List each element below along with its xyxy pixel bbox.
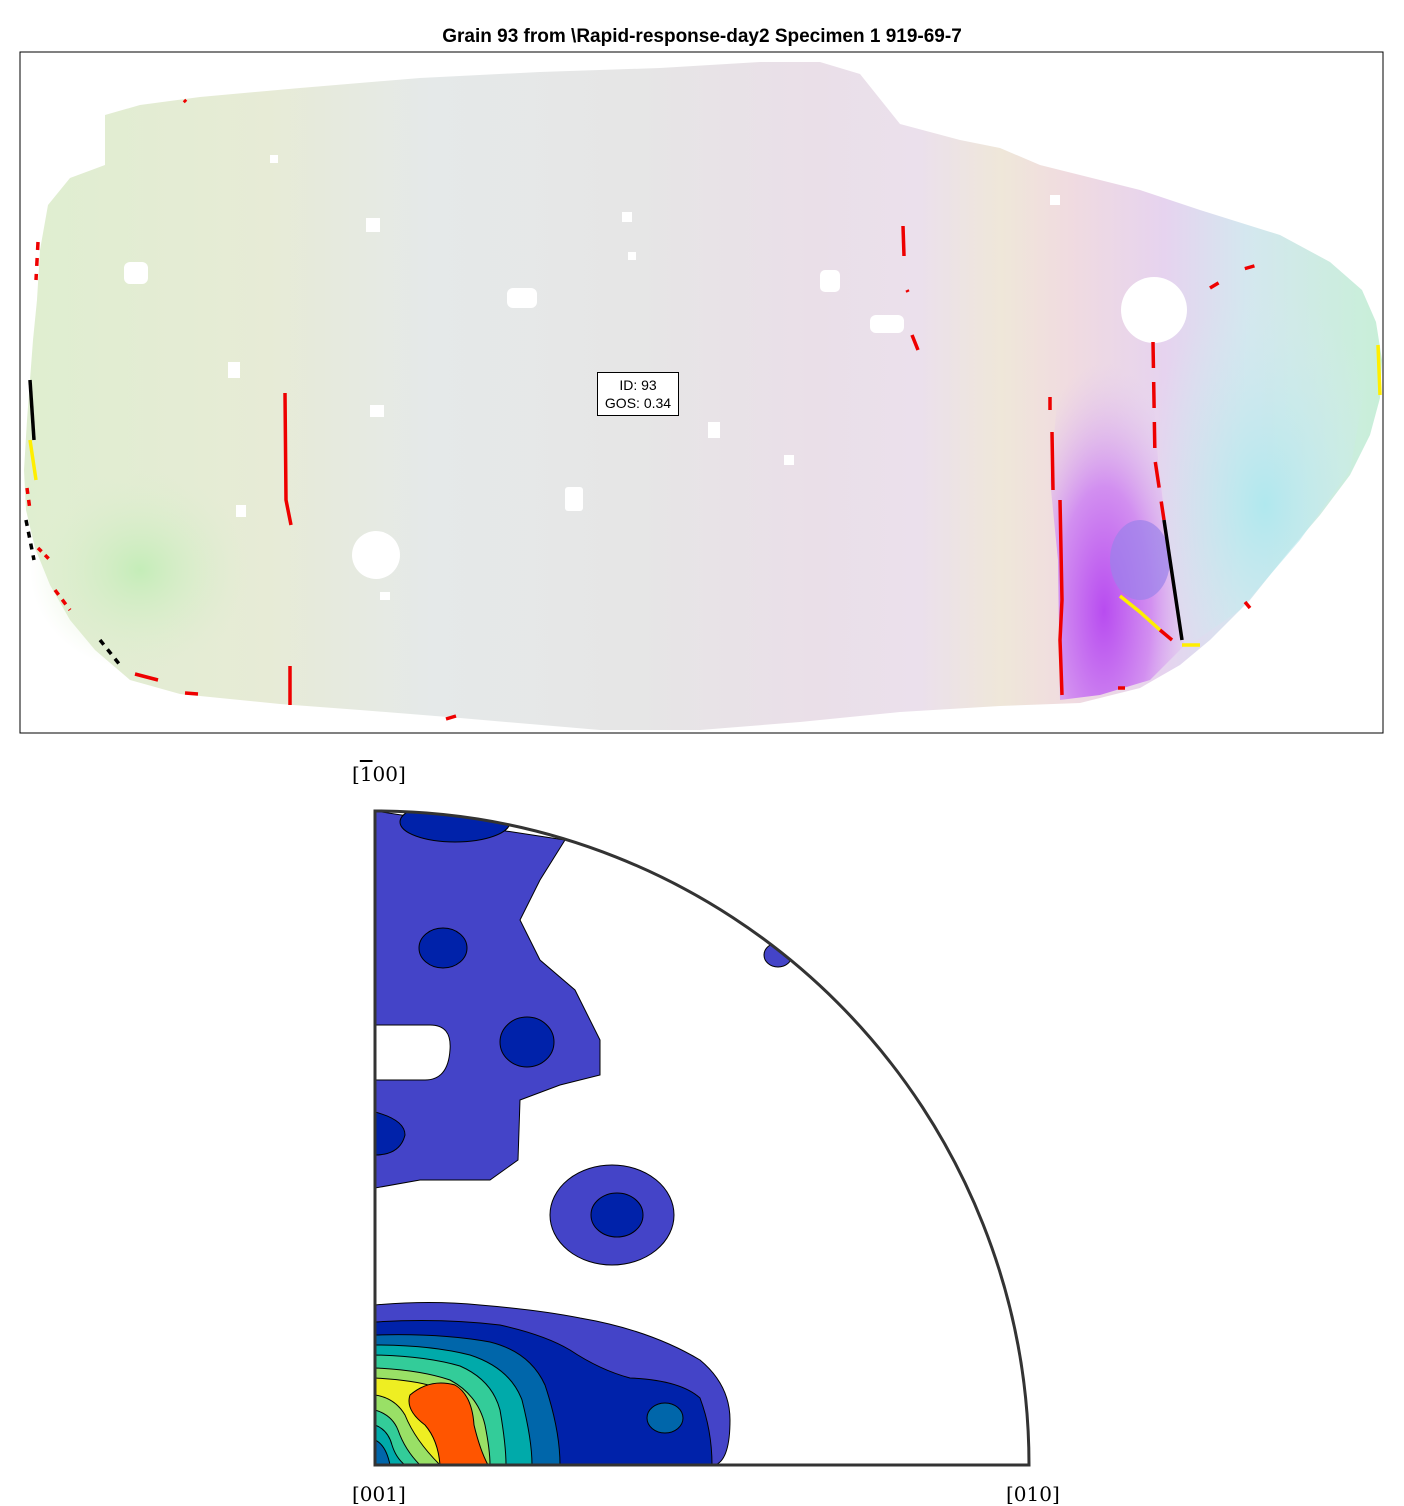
pole-figure-boundary [373,809,1031,1467]
map-frame [19,51,1384,734]
map-voids [124,155,1187,600]
pole-label-bottom-right: [010] [1006,1482,1060,1506]
red-boundary-purple [1058,499,1064,696]
pole-label-top-bar: 1 [359,762,373,786]
cyan-region [1160,290,1370,648]
contour-hole [375,1024,451,1081]
blue-spot [1110,520,1170,600]
grain-id-label: ID: 93 [619,377,657,393]
figure-title: Grain 93 from \Rapid-response-day2 Speci… [442,26,962,47]
pole-label-top-suffix: 00] [372,762,406,786]
red-boundary-left [283,392,293,526]
pole-figure [375,811,1029,1465]
green-region [30,470,250,670]
purple-region [1050,345,1185,700]
pole-label-top-prefix: [ [352,762,360,786]
pole-label-bottom-left: [001] [352,1482,406,1506]
contour-level-1 [375,811,601,1189]
grain-gos-label: GOS: 0.34 [604,395,672,411]
pole-label-top: [100] [352,762,406,786]
grain-info-box: ID: 93 GOS: 0.34 [597,372,679,416]
grain-boundaries [24,98,1382,721]
